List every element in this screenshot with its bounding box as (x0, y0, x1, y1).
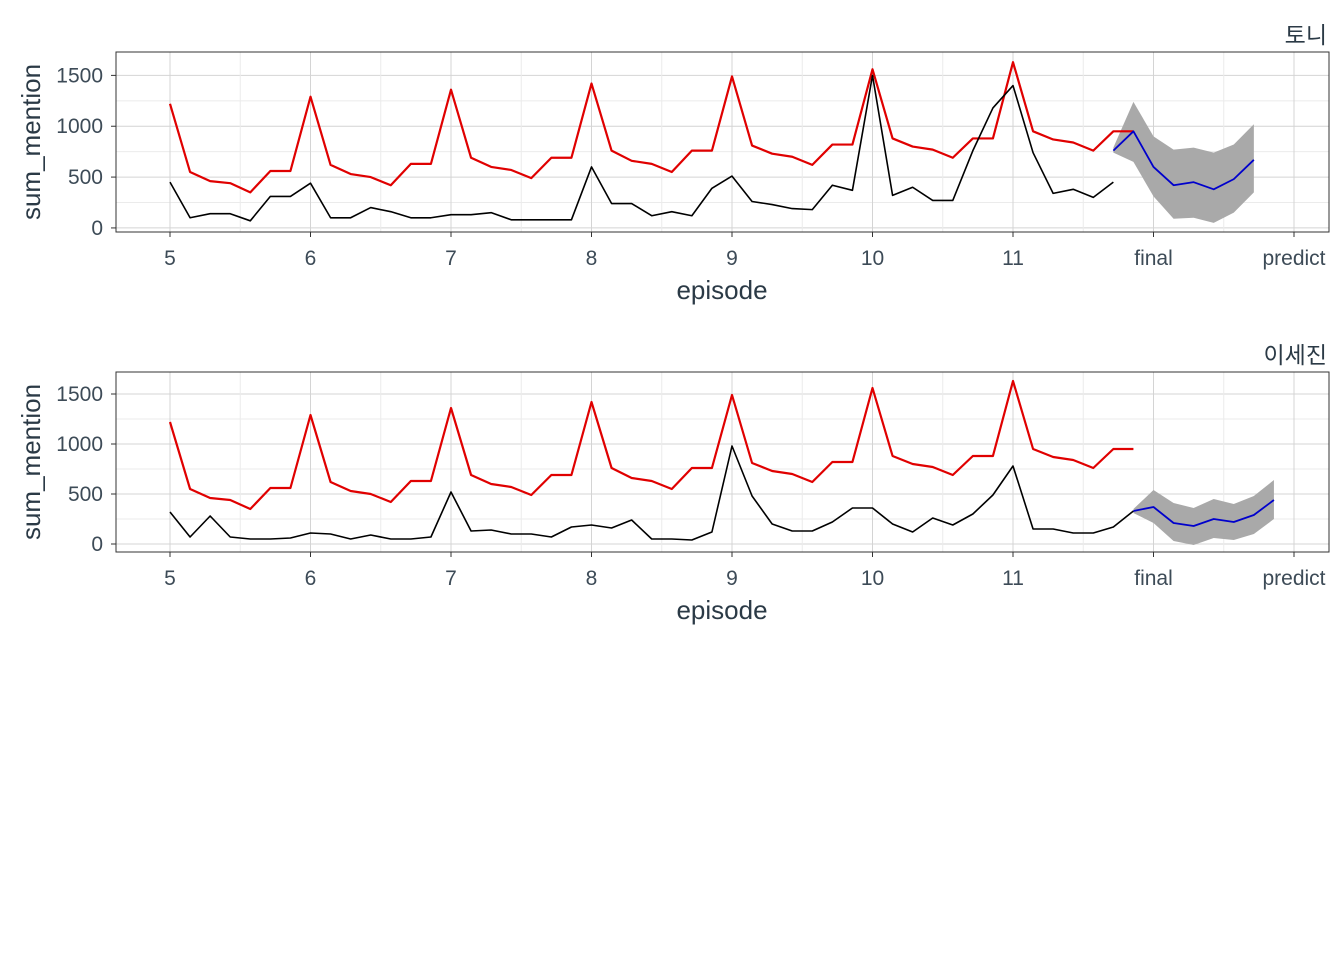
x-tick-label: 6 (305, 567, 317, 590)
y-axis-title: sum_mention (16, 64, 46, 220)
x-tick-label: 8 (586, 247, 598, 270)
x-tick-label: predict (1262, 567, 1325, 590)
y-tick-label: 0 (91, 533, 103, 556)
series-line-black (169, 74, 1114, 222)
x-tick-label: 11 (1002, 247, 1024, 270)
forecast-confidence-band (1133, 480, 1274, 545)
y-tick-label: 500 (68, 166, 103, 189)
x-tick-label: final (1134, 567, 1173, 590)
x-tick-label: predict (1262, 247, 1325, 270)
x-tick-label: 8 (586, 567, 598, 590)
x-tick-label: 5 (164, 567, 176, 590)
y-tick-label: 1000 (56, 433, 103, 456)
x-tick-label: 7 (445, 247, 457, 270)
y-tick-label: 500 (68, 483, 103, 506)
x-tick-label: 6 (305, 247, 317, 270)
x-tick-label: 5 (164, 247, 176, 270)
panel-title: 토니 (1285, 22, 1327, 48)
panel-title: 이세진 (1264, 342, 1327, 368)
y-axis-title: sum_mention (16, 384, 46, 540)
panel-border (115, 371, 1330, 553)
y-tick-label: 1500 (56, 383, 103, 406)
x-tick-label: 10 (861, 567, 884, 590)
x-tick-label: 9 (726, 247, 738, 270)
series-line-black (169, 445, 1134, 541)
x-tick-label: 11 (1002, 567, 1024, 590)
y-tick-label: 0 (91, 217, 103, 240)
x-tick-label: final (1134, 247, 1173, 270)
panel-border (115, 51, 1330, 233)
x-axis-title: episode (676, 595, 767, 625)
x-axis-title: episode (676, 275, 767, 305)
series-line-blue (1112, 130, 1255, 191)
x-tick-label: 7 (445, 567, 457, 590)
y-tick-label: 1000 (56, 115, 103, 138)
series-line-blue (1133, 499, 1275, 527)
series-line-red (168, 379, 1134, 511)
forecast-confidence-band (1113, 101, 1254, 223)
x-tick-label: 9 (726, 567, 738, 590)
y-tick-label: 1500 (56, 64, 103, 87)
x-tick-label: 10 (861, 247, 884, 270)
chart-panel-1: 토니 5 6 7 8 9 10 11 final predict 0 500 1000 1500 ep… (16, 22, 1330, 305)
chart-panel-2: 이세진 5 6 7 8 9 10 11 final predict 0 500 1000 1500 e… (16, 342, 1330, 625)
series-line-red (168, 61, 1134, 194)
